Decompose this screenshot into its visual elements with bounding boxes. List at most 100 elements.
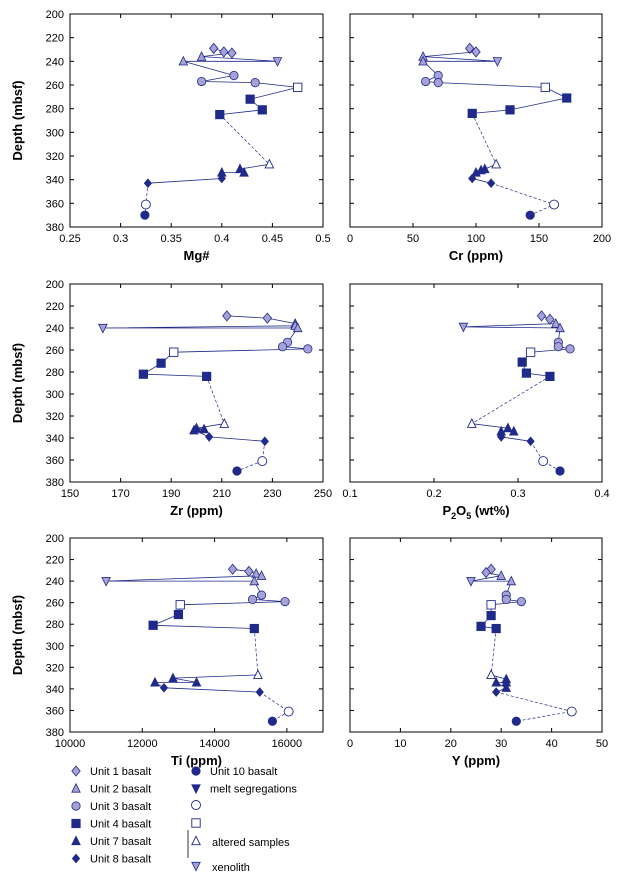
data-point-unit3 <box>280 596 290 607</box>
data-point-unit8 <box>260 436 269 447</box>
data-point-unit2 <box>251 567 261 578</box>
data-point-unit1 <box>464 42 475 54</box>
data-point-unit3 <box>501 594 511 605</box>
data-point-unit7 <box>508 425 519 436</box>
data-point-unit1 <box>545 313 555 325</box>
x-tick-label: 150 <box>61 488 79 500</box>
y-tick-label: 280 <box>46 619 64 631</box>
y-axis-label: Depth (mbsf) <box>10 343 25 423</box>
x-tick-label: 14000 <box>199 738 230 750</box>
plot-frame <box>349 283 603 483</box>
data-point-unit4 <box>245 94 255 104</box>
series-line-bottom <box>259 691 290 722</box>
y-tick-label: 360 <box>46 705 64 717</box>
data-point-unit1 <box>227 47 237 59</box>
data-point-unit3 <box>277 342 288 352</box>
x-tick-label: 210 <box>213 488 231 500</box>
chart-panel-2: 0 50 100 150 200 Cr (ppm) <box>347 13 611 263</box>
x-tick-label: 0.4 <box>594 488 609 500</box>
data-point-unit3 <box>250 78 260 88</box>
data-point-unit3 <box>553 342 563 352</box>
x-tick-label: 30 <box>495 738 507 750</box>
y-tick-label: 380 <box>46 477 64 489</box>
legend-label-unit10: Unit 10 basalt <box>210 766 277 778</box>
legend-label-unit8: Unit 8 basalt <box>90 854 151 866</box>
data-point-unit4 <box>202 371 212 382</box>
data-point-unit2 <box>196 51 207 61</box>
x-tick-label: 12000 <box>127 738 158 750</box>
series-line-bottom <box>530 441 561 472</box>
x-tick-label: 10 <box>394 738 406 750</box>
legend-marker-unit8 <box>71 853 81 864</box>
y-tick-label: 220 <box>46 301 64 313</box>
series-line-lower <box>147 163 270 184</box>
data-point-unit4 <box>467 108 477 118</box>
data-point-unit4 <box>173 609 184 620</box>
y-tick-label: 300 <box>46 127 64 139</box>
y-tick-label: 320 <box>46 411 64 423</box>
data-point-unit4 <box>476 621 486 631</box>
x-tick-label: 0 <box>347 738 353 750</box>
data-point-unit10 <box>140 210 150 220</box>
data-point-unit10 <box>511 716 521 726</box>
x-axis-label: Zr (ppm) <box>170 503 223 518</box>
data-point-unit4 <box>562 93 572 103</box>
x-tick-label: 150 <box>530 233 548 245</box>
data-point-altcirc <box>283 706 294 717</box>
y-tick-label: 260 <box>46 598 64 610</box>
y-tick-label: 340 <box>46 175 64 187</box>
x-tick-label: 10000 <box>55 738 86 750</box>
data-point-xeno <box>101 577 111 587</box>
data-point-unit8 <box>468 173 477 184</box>
data-point-unit1 <box>222 310 232 322</box>
y-tick-label: 340 <box>46 433 64 445</box>
x-tick-label: 50 <box>596 738 608 750</box>
x-tick-label: 0 <box>347 233 353 245</box>
legend-marker-altered-square <box>191 818 201 828</box>
data-point-alttri <box>264 158 275 169</box>
y-tick-label: 200 <box>46 279 64 291</box>
data-point-unit1 <box>471 46 481 58</box>
data-point-unit3 <box>196 76 207 87</box>
x-tick-label: 0.4 <box>214 233 229 245</box>
data-point-unit1 <box>244 565 254 578</box>
series-line-dashed <box>471 376 551 424</box>
y-tick-label: 380 <box>46 222 64 234</box>
data-point-unit8 <box>205 432 214 442</box>
series-line-lower <box>153 674 260 693</box>
data-point-unit2 <box>496 570 507 580</box>
data-point-unit8 <box>255 687 264 697</box>
data-point-unit4 <box>505 105 515 115</box>
data-point-unit8 <box>497 432 506 442</box>
y-tick-label: 220 <box>46 33 64 45</box>
data-point-unit1 <box>208 42 219 54</box>
data-point-unit8 <box>526 436 535 447</box>
data-point-unit2 <box>506 575 517 586</box>
legend-marker-unit7 <box>71 835 81 846</box>
x-tick-label: 250 <box>314 488 332 500</box>
legend-label-altered: altered samples <box>212 837 290 849</box>
y-tick-label: 360 <box>46 198 64 210</box>
y-tick-label: 380 <box>46 727 64 739</box>
x-tick-label: 0.1 <box>342 488 357 500</box>
data-point-unit8 <box>486 178 496 189</box>
x-axis-label: P2O5 (wt%) <box>442 503 509 521</box>
data-point-unit10 <box>267 716 277 726</box>
series-line-bottom <box>496 691 572 722</box>
data-point-unit1 <box>219 46 229 58</box>
data-point-unit10 <box>555 466 565 476</box>
data-point-altsq <box>525 347 536 357</box>
data-point-altcirc <box>538 456 549 467</box>
data-point-unit4 <box>138 369 148 379</box>
y-tick-label: 360 <box>46 455 64 467</box>
legend-label-unit3: Unit 3 basalt <box>90 801 151 813</box>
data-point-unit8 <box>492 687 501 697</box>
series-line-dashed <box>206 376 225 424</box>
y-tick-label: 220 <box>46 555 64 567</box>
data-point-unit7 <box>503 422 513 433</box>
series-line-dashed <box>219 114 270 165</box>
x-tick-label: 50 <box>407 233 419 245</box>
data-point-unit7 <box>150 676 160 687</box>
